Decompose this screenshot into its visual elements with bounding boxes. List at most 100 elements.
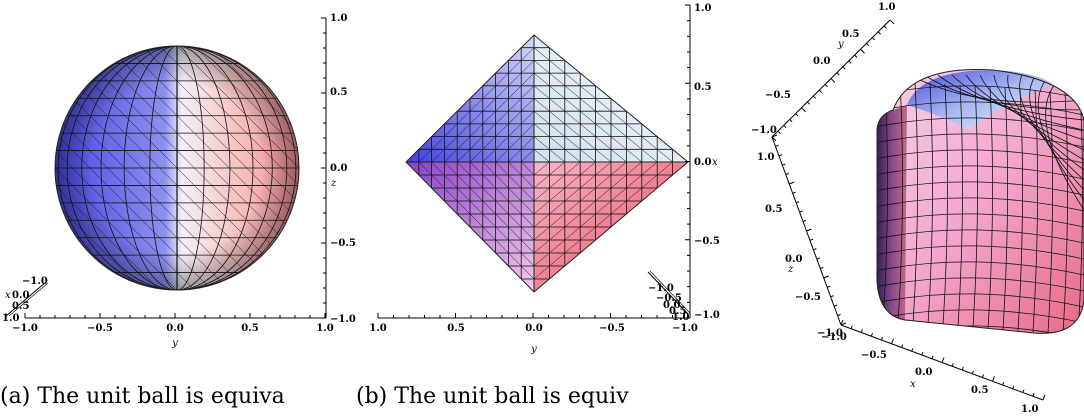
mesh-line [72,150,91,169]
mesh-line [141,185,160,204]
tick-label: 0.5 [765,204,782,215]
mesh-line [176,115,195,134]
tick-label: −1.0 [694,310,720,321]
mesh-line [431,60,535,163]
mesh-line [72,115,91,134]
mesh-line [107,132,125,151]
mesh-line [246,185,265,204]
mesh-line [107,254,125,273]
mesh-line [263,202,282,221]
tick-label: 1.0 [330,13,347,24]
tick-label: −1.0 [648,283,674,294]
tick-label: 0.0 [694,157,711,168]
tick-label: −0.5 [330,238,356,249]
mesh-line [521,149,535,163]
tick-label: 0.5 [12,301,29,312]
mesh-line [281,272,299,290]
mesh-line [533,161,581,202]
tick-label: 1.0 [878,2,895,13]
mesh-line [100,46,178,290]
mesh-line [246,167,265,186]
mesh-line [229,150,247,169]
tick-label: −0.5 [599,323,625,334]
mesh-line [176,98,195,116]
mesh-line [263,185,282,204]
axis-label-y: y [837,39,844,50]
mesh-line [850,325,853,329]
axis-label-x: x [5,290,11,301]
mesh-line [1032,393,1035,397]
mesh-line [72,167,91,186]
mesh-line [159,63,178,82]
x-axis-a: −1.0 x 0.0 0.5 1.0 [2,276,49,324]
mesh-line [55,167,73,186]
mesh-line [813,248,817,251]
mesh-line [876,261,1084,276]
mesh-line [1037,74,1084,201]
mesh-line [141,220,160,238]
mesh-line [444,161,535,254]
mesh-line [533,161,612,228]
mesh-line [965,74,1084,141]
octahedron-mesh [418,47,674,280]
tick-label: −0.5 [765,90,791,101]
tick-label: 0.5 [447,323,464,334]
mesh-line [860,48,865,54]
mesh-line [57,46,178,290]
mesh-line [141,150,160,169]
mesh-line [176,150,195,169]
mesh-line [159,80,178,99]
mesh-line [159,220,178,238]
mesh-line [211,80,230,99]
axis-label-y: y [171,338,178,349]
mesh-line [951,74,1084,131]
mesh-line [107,115,125,134]
mesh-line [55,150,73,169]
y-axis-c: 1.0 0.5 0.0 −0.5 −1.0 y [751,2,895,142]
mesh-line [159,98,178,116]
mesh-line [229,185,247,204]
mesh-line [444,72,535,163]
mesh-line [876,293,1084,308]
mesh-line [124,63,143,82]
mesh-line [246,202,265,221]
tick-label: −0.5 [861,350,887,361]
mesh-line [211,98,230,116]
mesh-line [211,132,230,151]
mesh-line [176,46,195,64]
mesh-line [1012,385,1015,389]
mesh-line [89,98,108,116]
mesh-line [55,185,73,204]
tick-label: 1.0 [369,323,386,334]
mesh-line [141,98,160,116]
mesh-line [876,245,1084,260]
tick-label: 1.0 [1021,404,1038,415]
mesh-line [876,181,1084,196]
mesh-line [72,185,91,204]
mesh-line [281,167,299,186]
mesh-line [159,202,178,221]
mesh-line [107,150,125,169]
mesh-line [431,161,535,267]
mesh-line [830,78,836,83]
mesh-line [795,113,799,117]
mesh-line [89,150,108,169]
mesh-line [281,254,299,273]
tick-label: 0.0 [915,367,932,378]
tick-label: −1.0 [821,332,847,343]
tick-label: 1.0 [2,313,19,324]
mesh-line [141,80,160,99]
mesh-line [55,98,73,116]
mesh-line [107,80,125,99]
mesh-line [89,202,108,221]
mesh-line [72,254,91,273]
mesh-line [912,81,918,325]
mesh-line [124,220,143,238]
mesh-line [263,132,282,151]
mesh-line [159,46,178,64]
mesh-line [820,266,824,270]
mesh-line [840,322,847,326]
mesh-line [495,161,535,202]
mesh-line [124,167,143,186]
mesh-line [979,74,1084,151]
